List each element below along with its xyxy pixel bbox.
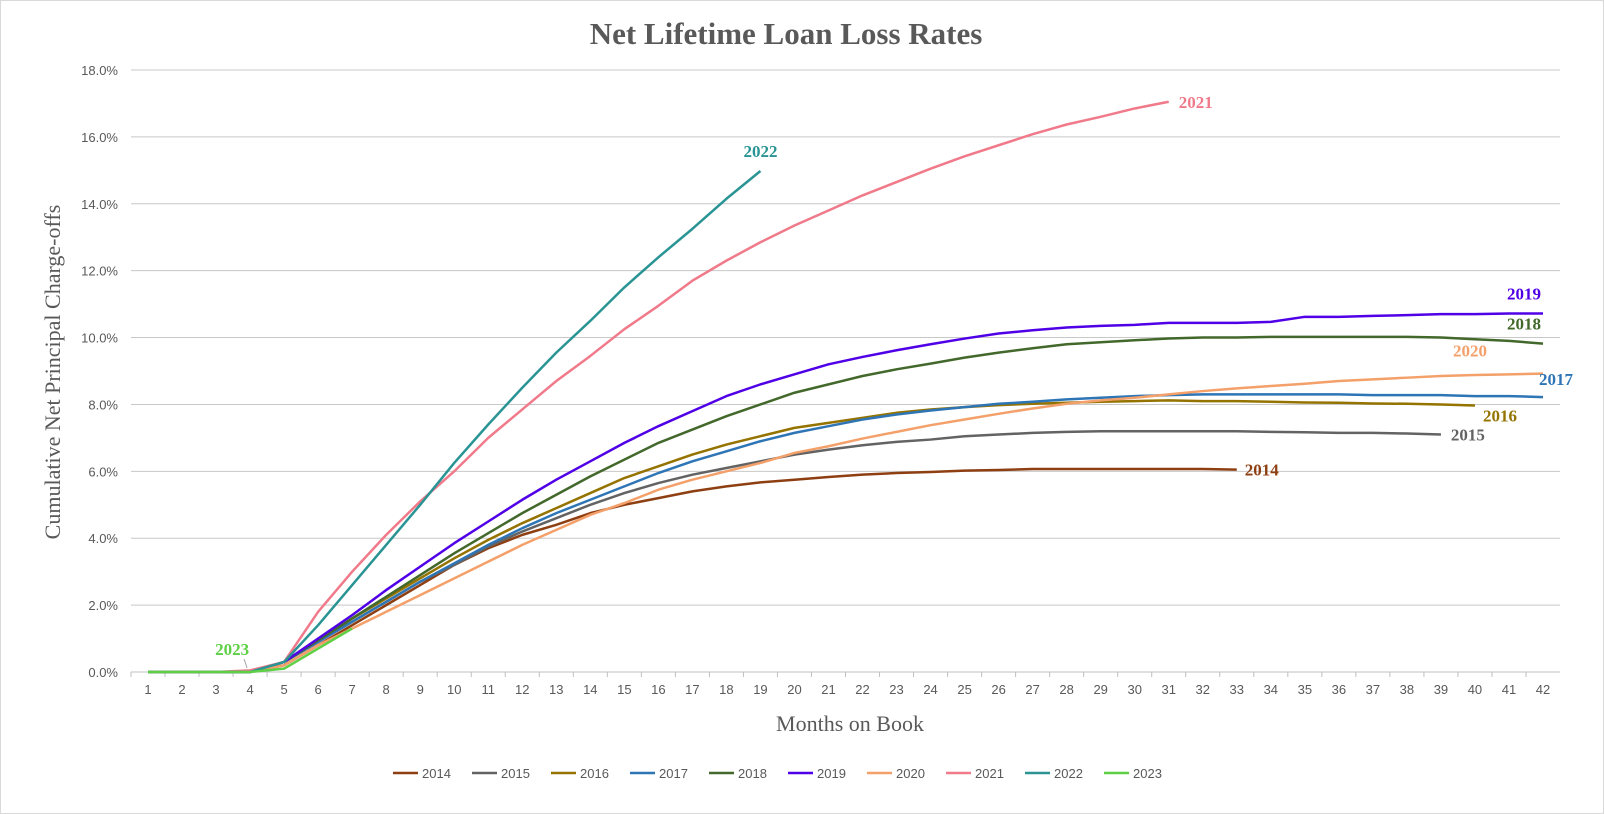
x-tick-label: 41 (1502, 682, 1516, 697)
legend-item-2019: 2019 (788, 766, 846, 781)
x-axis-title: Months on Book (776, 711, 924, 736)
y-tick-label: 2.0% (88, 598, 118, 613)
legend-item-2016: 2016 (551, 766, 609, 781)
legend-label: 2014 (422, 766, 451, 781)
x-tick-label: 40 (1468, 682, 1482, 697)
x-tick-label: 27 (1025, 682, 1039, 697)
x-tick-label: 21 (821, 682, 835, 697)
y-tick-label: 16.0% (81, 130, 118, 145)
x-tick-label: 39 (1434, 682, 1448, 697)
legend-label: 2015 (501, 766, 530, 781)
x-tick-label: 19 (753, 682, 767, 697)
y-tick-label: 14.0% (81, 197, 118, 212)
series-line-2023 (148, 627, 353, 674)
x-tick-label: 1 (144, 682, 151, 697)
y-tick-label: 12.0% (81, 264, 118, 279)
x-tick-label: 7 (349, 682, 356, 697)
x-tick-label: 42 (1536, 682, 1550, 697)
x-tick-label: 26 (991, 682, 1005, 697)
series-end-label-2020: 2020 (1453, 342, 1487, 361)
series-end-label-2015: 2015 (1451, 426, 1485, 445)
y-tick-label: 10.0% (81, 331, 118, 346)
x-tick-label: 10 (447, 682, 461, 697)
y-tick-label: 4.0% (88, 531, 118, 546)
legend-item-2015: 2015 (472, 766, 530, 781)
legend-item-2020: 2020 (867, 766, 925, 781)
series-end-label-2018: 2018 (1507, 315, 1541, 334)
x-tick-label: 35 (1298, 682, 1312, 697)
legend-label: 2023 (1133, 766, 1162, 781)
x-tick-label: 22 (855, 682, 869, 697)
series-line-2019 (148, 312, 1543, 674)
x-tick-label: 14 (583, 682, 597, 697)
y-tick-label: 18.0% (81, 63, 118, 78)
x-tick-label: 25 (957, 682, 971, 697)
x-tick-label: 31 (1161, 682, 1175, 697)
label-leader-line (243, 658, 248, 669)
series-end-label-2023: 2023 (215, 640, 249, 659)
series-end-label-2014: 2014 (1245, 461, 1280, 480)
x-tick-label: 23 (889, 682, 903, 697)
legend-item-2021: 2021 (946, 766, 1004, 781)
y-axis-title: Cumulative Net Principal Charge-offs (40, 205, 65, 540)
legend-item-2014: 2014 (393, 766, 451, 781)
x-tick-label: 37 (1366, 682, 1380, 697)
x-tick-label: 18 (719, 682, 733, 697)
y-tick-label: 0.0% (88, 665, 118, 680)
legend-label: 2016 (580, 766, 609, 781)
legend-label: 2021 (975, 766, 1004, 781)
y-tick-label: 8.0% (88, 397, 118, 412)
chart-title: Net Lifetime Loan Loss Rates (590, 16, 983, 51)
x-tick-label: 30 (1127, 682, 1141, 697)
x-tick-label: 6 (315, 682, 322, 697)
series-end-label-2019: 2019 (1507, 284, 1541, 303)
legend-label: 2022 (1054, 766, 1083, 781)
series-line-2021 (148, 100, 1169, 674)
x-tick-label: 36 (1332, 682, 1346, 697)
legend-item-2023: 2023 (1104, 766, 1162, 781)
series-end-label-2016: 2016 (1483, 406, 1517, 425)
x-tick-label: 34 (1264, 682, 1278, 697)
x-tick-label: 9 (417, 682, 424, 697)
x-tick-label: 17 (685, 682, 699, 697)
series-line-2018 (148, 335, 1544, 674)
series-line-2020 (148, 372, 1544, 674)
x-tick-label: 4 (246, 682, 253, 697)
x-tick-label: 38 (1400, 682, 1414, 697)
x-tick-label: 8 (383, 682, 390, 697)
x-tick-label: 24 (923, 682, 937, 697)
x-tick-label: 13 (549, 682, 563, 697)
series-end-label-2017: 2017 (1539, 370, 1574, 389)
x-tick-label: 29 (1093, 682, 1107, 697)
legend-item-2017: 2017 (630, 766, 688, 781)
x-tick-label: 12 (515, 682, 529, 697)
x-tick-label: 28 (1059, 682, 1073, 697)
x-tick-label: 5 (280, 682, 287, 697)
series-line-2017 (148, 393, 1544, 674)
x-tick-label: 33 (1230, 682, 1244, 697)
series-end-label-2022: 2022 (743, 142, 777, 161)
x-tick-label: 3 (212, 682, 219, 697)
x-tick-label: 20 (787, 682, 801, 697)
series-end-label-2021: 2021 (1179, 93, 1213, 112)
legend-label: 2019 (817, 766, 846, 781)
x-tick-label: 11 (481, 682, 495, 697)
x-tick-label: 2 (178, 682, 185, 697)
legend-label: 2020 (896, 766, 925, 781)
x-tick-label: 32 (1196, 682, 1210, 697)
x-tick-label: 16 (651, 682, 665, 697)
legend-label: 2018 (738, 766, 767, 781)
y-tick-label: 6.0% (88, 464, 118, 479)
x-tick-label: 15 (617, 682, 631, 697)
legend-item-2018: 2018 (709, 766, 767, 781)
legend-label: 2017 (659, 766, 688, 781)
legend-item-2022: 2022 (1025, 766, 1083, 781)
